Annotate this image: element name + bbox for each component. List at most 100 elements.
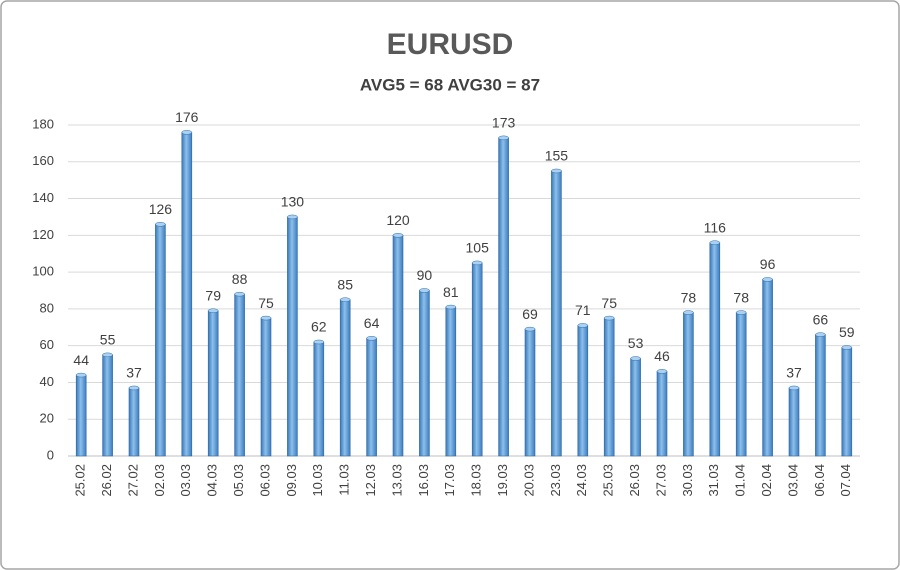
x-tick-label: 03.04 bbox=[785, 464, 800, 497]
bar bbox=[656, 371, 668, 457]
bar bbox=[313, 341, 325, 457]
bar bbox=[366, 338, 377, 457]
bar bbox=[683, 312, 694, 457]
value-label: 176 bbox=[175, 109, 199, 125]
bar bbox=[75, 374, 87, 457]
x-tick-label: 26.03 bbox=[627, 464, 642, 497]
value-label: 90 bbox=[417, 267, 433, 283]
bar bbox=[524, 328, 536, 457]
bar-top bbox=[656, 369, 668, 374]
value-label: 46 bbox=[654, 348, 670, 364]
value-label: 69 bbox=[522, 306, 538, 322]
chart-subtitle: AVG5 = 68 AVG30 = 87 bbox=[360, 75, 540, 94]
bar bbox=[788, 387, 800, 457]
bar-top bbox=[762, 277, 773, 282]
value-label: 37 bbox=[786, 365, 802, 381]
bar-top bbox=[75, 372, 87, 378]
value-label: 155 bbox=[545, 148, 569, 164]
y-tick-label: 140 bbox=[32, 190, 54, 205]
bar-top bbox=[577, 323, 589, 328]
y-tick-label: 100 bbox=[32, 264, 54, 279]
value-label: 55 bbox=[100, 332, 116, 348]
value-label: 44 bbox=[73, 352, 89, 368]
y-tick-label: 0 bbox=[47, 447, 54, 462]
x-tick-label: 25.03 bbox=[601, 464, 616, 497]
bar bbox=[551, 170, 562, 457]
bar-top bbox=[683, 310, 694, 315]
bar bbox=[471, 262, 483, 457]
y-tick-label: 20 bbox=[40, 411, 54, 426]
x-tick-label: 17.03 bbox=[442, 464, 457, 497]
bar bbox=[709, 242, 721, 457]
value-label: 88 bbox=[232, 271, 248, 287]
value-label: 173 bbox=[492, 115, 516, 131]
bar-top bbox=[339, 297, 351, 302]
x-tick-label: 20.03 bbox=[521, 464, 536, 497]
bar bbox=[577, 325, 589, 457]
bar-top bbox=[471, 260, 483, 266]
x-tick-label: 02.04 bbox=[759, 464, 774, 497]
value-label: 78 bbox=[733, 289, 749, 305]
value-label: 75 bbox=[601, 295, 617, 311]
x-tick-label: 16.03 bbox=[416, 464, 431, 497]
bar bbox=[603, 317, 615, 457]
x-tick-label: 10.03 bbox=[310, 464, 325, 497]
value-label: 62 bbox=[311, 319, 327, 335]
bar bbox=[339, 299, 351, 457]
bar-top bbox=[788, 385, 800, 391]
bar-top bbox=[445, 304, 457, 310]
value-label: 96 bbox=[760, 256, 776, 272]
bar bbox=[181, 132, 193, 457]
bar-top bbox=[524, 326, 536, 332]
bar-top bbox=[181, 130, 193, 135]
bar-top bbox=[260, 315, 272, 321]
x-tick-label: 23.03 bbox=[548, 464, 563, 497]
x-tick-label: 11.03 bbox=[337, 464, 352, 496]
value-label: 59 bbox=[839, 324, 855, 340]
bar-top bbox=[155, 222, 166, 227]
bar bbox=[735, 312, 747, 457]
bar bbox=[762, 279, 773, 457]
bar bbox=[234, 293, 245, 457]
value-label: 66 bbox=[813, 311, 829, 327]
bar bbox=[841, 347, 853, 457]
bar bbox=[419, 290, 430, 457]
value-label: 53 bbox=[628, 335, 644, 351]
value-label: 130 bbox=[281, 194, 305, 210]
value-label: 78 bbox=[681, 289, 697, 305]
x-tick-label: 27.02 bbox=[125, 464, 140, 497]
x-tick-label: 25.02 bbox=[73, 464, 88, 497]
bar bbox=[102, 354, 113, 457]
value-label: 85 bbox=[337, 276, 353, 292]
bar bbox=[207, 310, 219, 457]
value-label: 64 bbox=[364, 315, 380, 331]
bar-top bbox=[102, 352, 113, 358]
x-tick-label: 30.03 bbox=[680, 464, 695, 497]
x-tick-label: 01.04 bbox=[733, 464, 748, 497]
value-label: 126 bbox=[149, 201, 173, 217]
bar-top bbox=[234, 291, 245, 297]
y-tick-label: 80 bbox=[40, 300, 54, 315]
x-tick-label: 26.02 bbox=[99, 464, 114, 497]
x-tick-label: 19.03 bbox=[495, 464, 510, 497]
bar-top bbox=[815, 332, 826, 337]
x-tick-label: 13.03 bbox=[389, 464, 404, 497]
bar bbox=[155, 224, 166, 457]
bar-top bbox=[841, 345, 853, 350]
bar-top bbox=[603, 315, 615, 321]
bar bbox=[815, 334, 826, 457]
x-tick-label: 04.03 bbox=[205, 464, 220, 497]
value-label: 105 bbox=[466, 240, 490, 256]
bar bbox=[445, 306, 457, 457]
x-tick-label: 31.03 bbox=[706, 464, 721, 497]
x-tick-label: 24.03 bbox=[574, 464, 589, 497]
x-tick-label: 07.04 bbox=[838, 464, 853, 497]
x-tick-label: 18.03 bbox=[469, 464, 484, 497]
x-tick-label: 06.04 bbox=[812, 464, 827, 497]
bar-top bbox=[207, 308, 219, 313]
bar bbox=[630, 358, 641, 457]
bar-top bbox=[392, 233, 404, 238]
value-label: 71 bbox=[575, 302, 591, 318]
chart-title: EURUSD bbox=[387, 28, 514, 61]
